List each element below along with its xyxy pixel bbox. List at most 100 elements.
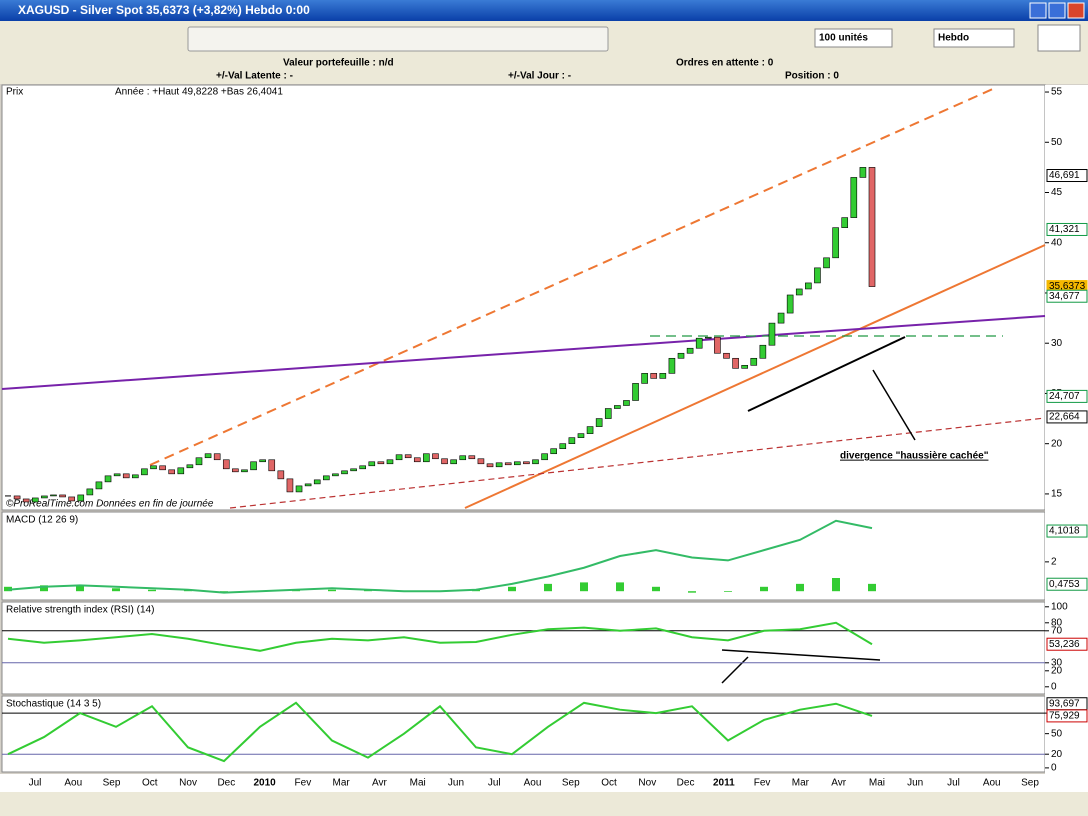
candle xyxy=(222,459,230,470)
x-tick-label: Sep xyxy=(562,778,580,789)
candle xyxy=(686,347,694,354)
candle xyxy=(386,459,394,465)
candle xyxy=(668,357,676,374)
candle xyxy=(395,454,403,461)
period-select[interactable] xyxy=(933,28,1015,48)
candle xyxy=(632,383,639,401)
panel-title: Relative strength index (RSI) (14) xyxy=(6,605,154,616)
units-label: 100 unités xyxy=(819,33,868,44)
candle xyxy=(650,373,658,379)
rsi-panel xyxy=(1,601,1046,695)
status-bar xyxy=(0,792,1088,816)
candle xyxy=(459,455,467,461)
price-marker xyxy=(1046,289,1088,303)
candle xyxy=(523,461,530,465)
x-tick-label: Mai xyxy=(869,778,885,789)
candle xyxy=(541,453,548,461)
chart-type-button[interactable] xyxy=(1037,24,1081,52)
candle xyxy=(841,217,849,228)
candle xyxy=(805,282,812,290)
candle xyxy=(113,473,121,477)
histogram-bar xyxy=(580,582,588,592)
histogram-bar xyxy=(112,588,120,592)
x-tick-label: Nov xyxy=(638,778,656,789)
histogram-bar xyxy=(688,591,696,593)
indicator-line xyxy=(7,519,873,594)
candle xyxy=(441,458,448,465)
candle xyxy=(241,469,248,473)
candle xyxy=(450,459,457,465)
x-tick-label: Avr xyxy=(372,778,387,789)
day-value: +/-Val Jour : - xyxy=(508,71,571,82)
y-tick-label: 20 xyxy=(1051,749,1063,760)
y-tick-label: 100 xyxy=(1051,601,1068,612)
candle xyxy=(623,400,630,406)
x-axis xyxy=(0,774,1088,792)
maximize[interactable] xyxy=(1048,2,1066,19)
candle xyxy=(868,167,876,287)
trend-line xyxy=(229,417,1046,509)
x-tick-label: Sep xyxy=(103,778,121,789)
price-marker xyxy=(1046,222,1088,236)
x-tick-label: Jul xyxy=(488,778,501,789)
price-marker xyxy=(1046,577,1088,591)
candle xyxy=(104,475,112,483)
units-select[interactable] xyxy=(814,28,893,48)
x-tick-label: Aou xyxy=(983,778,1001,789)
y-tick-label: 2 xyxy=(1051,557,1057,568)
histogram-bar xyxy=(868,583,876,592)
candle xyxy=(77,494,85,502)
position: Position : 0 xyxy=(785,71,839,82)
candle xyxy=(259,459,266,463)
histogram-bar xyxy=(652,586,660,592)
price-label: 22,664 xyxy=(1049,412,1080,423)
x-tick-label: 2010 xyxy=(253,778,276,789)
x-tick-label: Jul xyxy=(947,778,960,789)
price-marker xyxy=(1046,410,1088,424)
candle xyxy=(568,437,576,444)
y-tick-label: 55 xyxy=(1051,87,1063,98)
histogram-bar xyxy=(760,586,768,592)
close[interactable] xyxy=(1067,2,1085,19)
candle xyxy=(550,448,557,455)
x-tick-label: Mar xyxy=(333,778,351,789)
arrow xyxy=(721,656,749,684)
candle xyxy=(514,461,521,466)
source: ©ProRealTime.com Données en fin de journ… xyxy=(6,499,214,510)
minimize[interactable] xyxy=(1029,2,1047,19)
price-label: 0,4753 xyxy=(1049,579,1080,590)
price-label: 34,677 xyxy=(1049,291,1080,302)
candle xyxy=(723,352,730,359)
window-title: XAGUSD - Silver Spot 35,6373 (+3,82%) He… xyxy=(18,3,310,17)
tool-group[interactable] xyxy=(187,26,609,52)
x-tick-label: Oct xyxy=(601,778,617,789)
candle xyxy=(22,498,30,503)
price-label: 35,6373 xyxy=(1049,281,1086,292)
latent: +/-Val Latente : - xyxy=(216,71,293,82)
candle xyxy=(795,288,803,296)
candle xyxy=(468,455,476,460)
divergence-line xyxy=(747,336,906,412)
candle xyxy=(141,468,148,476)
candle xyxy=(759,344,767,359)
histogram-bar xyxy=(724,591,732,592)
candle xyxy=(477,458,485,465)
price-label: 24,707 xyxy=(1049,391,1080,402)
histogram-bar xyxy=(76,586,84,592)
panel-title: Stochastique (14 3 5) xyxy=(6,699,101,710)
candle xyxy=(641,373,648,384)
y-tick-label: 30 xyxy=(1051,657,1063,668)
y-tick-label: 20 xyxy=(1051,438,1063,449)
x-tick-label: Dec xyxy=(677,778,695,789)
candle xyxy=(159,465,166,471)
candle xyxy=(132,474,139,479)
x-tick-label: Aou xyxy=(64,778,82,789)
candle xyxy=(741,365,748,369)
histogram-bar xyxy=(616,582,624,592)
candle xyxy=(714,336,721,354)
candle xyxy=(323,475,330,481)
candle xyxy=(604,408,612,419)
x-tick-label: Jun xyxy=(907,778,923,789)
histogram-bar xyxy=(292,590,300,592)
